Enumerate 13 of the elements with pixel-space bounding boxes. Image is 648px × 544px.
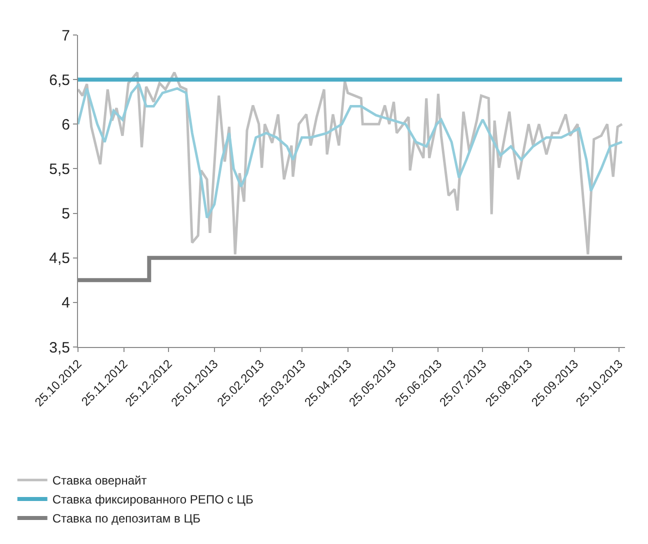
y-tick-label: 6 [62,116,70,134]
y-tick-label: 5 [62,206,70,223]
y-tick-label: 4,5 [49,250,70,268]
y-tick-label: 3,5 [49,339,70,356]
y-tick-label: 7 [62,27,70,44]
legend-label: Ставка овернайт [52,474,148,488]
y-tick-label: 6,5 [49,72,70,89]
line-series [78,82,624,219]
line-series [78,71,624,256]
legend-label: Ставка фиксированного РЕПО с ЦБ [52,492,254,507]
legend-label: Ставка по депозитам в ЦБ [52,512,201,526]
y-tick-label: 4 [62,294,70,312]
y-tick-label: 5,5 [49,160,70,178]
